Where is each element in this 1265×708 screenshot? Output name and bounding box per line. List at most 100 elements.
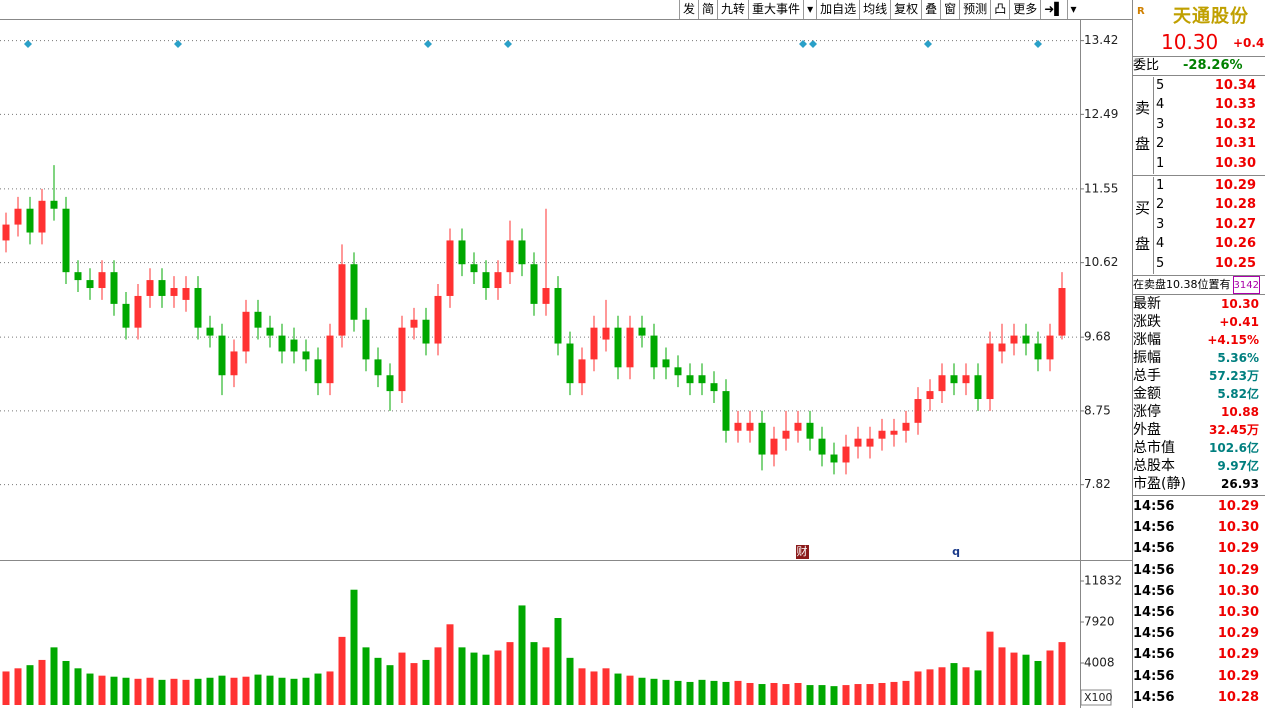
toolbar-button[interactable]: 复权 (890, 0, 921, 19)
candle-body (170, 288, 178, 296)
volume-bar (998, 647, 1006, 705)
toolbar-button[interactable]: 九转 (717, 0, 748, 19)
volume-bar (494, 650, 502, 705)
trade-row: 14:56 10.29 (1133, 498, 1265, 519)
ratio-value: -28.26% (1183, 58, 1243, 73)
volume-bar (2, 671, 10, 705)
toolbar-button[interactable]: 更多 (1009, 0, 1040, 19)
volume-bar (254, 674, 262, 705)
stat-label: 涨幅 (1133, 332, 1161, 348)
candle-body (254, 311, 262, 328)
toolbar-button[interactable]: ➜▌ (1040, 0, 1066, 19)
volume-bar (194, 678, 202, 705)
candle-body (470, 264, 478, 273)
trade-time: 14:56 (1133, 668, 1175, 684)
candle-body (974, 375, 982, 400)
candle-body (146, 280, 154, 296)
toolbar-button[interactable]: ▾ (803, 0, 816, 19)
toolbar-button[interactable]: 叠 (921, 0, 940, 19)
stat-value: 102.6亿 (1209, 441, 1259, 455)
stat-row: 振幅 5.36% (1133, 349, 1265, 367)
candle-body (806, 422, 814, 439)
trade-price: 10.29 (1217, 562, 1259, 578)
candle-body (206, 327, 214, 336)
volume-bar (674, 680, 682, 705)
toolbar-button[interactable]: 预测 (959, 0, 990, 19)
notice-value: 3142 (1232, 276, 1260, 294)
volume-bar (386, 665, 394, 705)
stat-label: 总手 (1133, 368, 1161, 384)
volume-bar (614, 673, 622, 705)
volume-bar (134, 678, 142, 705)
volume-bar (446, 624, 454, 705)
volume-bar (530, 642, 538, 705)
candle-body (1034, 343, 1042, 360)
volume-bar (986, 631, 994, 705)
toolbar-button[interactable]: ▾ (1066, 0, 1080, 19)
toolbar-button[interactable]: 窗 (940, 0, 959, 19)
y-tick-label: 9.68 (1084, 330, 1111, 344)
toolbar-button[interactable]: 简 (698, 0, 717, 19)
candle-body (830, 454, 838, 463)
stat-row: 涨跌 +0.41 (1133, 313, 1265, 331)
volume-bar (938, 667, 946, 705)
volume-bar (746, 682, 754, 705)
candle-body (446, 240, 454, 296)
toolbar-button[interactable]: 均线 (859, 0, 890, 19)
candle-body (782, 430, 790, 439)
candle-body (158, 280, 166, 296)
volume-bar (278, 677, 286, 705)
stat-value: +4.15% (1207, 333, 1259, 347)
trade-row: 14:56 10.29 (1133, 562, 1265, 583)
volume-bar (638, 677, 646, 705)
stat-value: 5.36% (1217, 351, 1259, 365)
y-tick-label: 11832 (1084, 573, 1122, 587)
level-price: 10.31 (1214, 136, 1256, 152)
toolbar-button[interactable]: 发 (679, 0, 698, 19)
toolbar-button[interactable]: 重大事件 (748, 0, 803, 19)
y-tick-label: 11.55 (1084, 181, 1118, 195)
side-char: 卖 (1135, 99, 1151, 117)
trade-time: 14:56 (1133, 520, 1175, 536)
volume-bar (902, 680, 910, 705)
stats: 最新 10.30 涨跌 +0.41 涨幅 +4.15% 振幅 5.36% 总手 57.23万 金额 5… (1133, 295, 1265, 496)
toolbar-button[interactable]: 凸 (990, 0, 1009, 19)
candle-body (794, 422, 802, 431)
candle-body (758, 422, 766, 455)
volume-bar (758, 684, 766, 705)
volume-bar (1010, 652, 1018, 705)
level: 1 (1156, 178, 1165, 193)
candle-body (194, 288, 202, 328)
volume-bar (1046, 650, 1054, 705)
volume-bar (1058, 642, 1066, 705)
trade-price: 10.29 (1217, 647, 1259, 663)
candle-body (710, 383, 718, 392)
trade-price: 10.30 (1217, 604, 1259, 620)
candle-body (866, 438, 874, 447)
volume-bar (182, 679, 190, 705)
stat-label: 总市值 (1133, 440, 1175, 456)
level: 2 (1156, 136, 1165, 152)
level-price: 10.33 (1214, 97, 1256, 113)
stat-label: 振幅 (1133, 350, 1161, 366)
candle-body (290, 339, 298, 352)
volume-bar (890, 681, 898, 705)
volume-bar (506, 642, 514, 705)
stat-value: 57.23万 (1209, 369, 1259, 383)
volume-bar (854, 684, 862, 705)
toolbar-button[interactable]: 加自选 (816, 0, 859, 19)
stat-row: 总市值 102.6亿 (1133, 439, 1265, 457)
volume-bar (962, 667, 970, 705)
level-price: 10.27 (1214, 216, 1256, 232)
info-markers (24, 40, 1042, 48)
side-char: 盘 (1135, 235, 1151, 253)
candle-body (338, 264, 346, 336)
candle-body (110, 272, 118, 304)
candle-body (890, 430, 898, 435)
volume-bar (74, 668, 82, 705)
y-tick-label: 10.62 (1084, 255, 1118, 269)
volume-bar (770, 682, 778, 705)
stat-label: 金额 (1133, 386, 1161, 402)
candle-body (242, 311, 250, 352)
